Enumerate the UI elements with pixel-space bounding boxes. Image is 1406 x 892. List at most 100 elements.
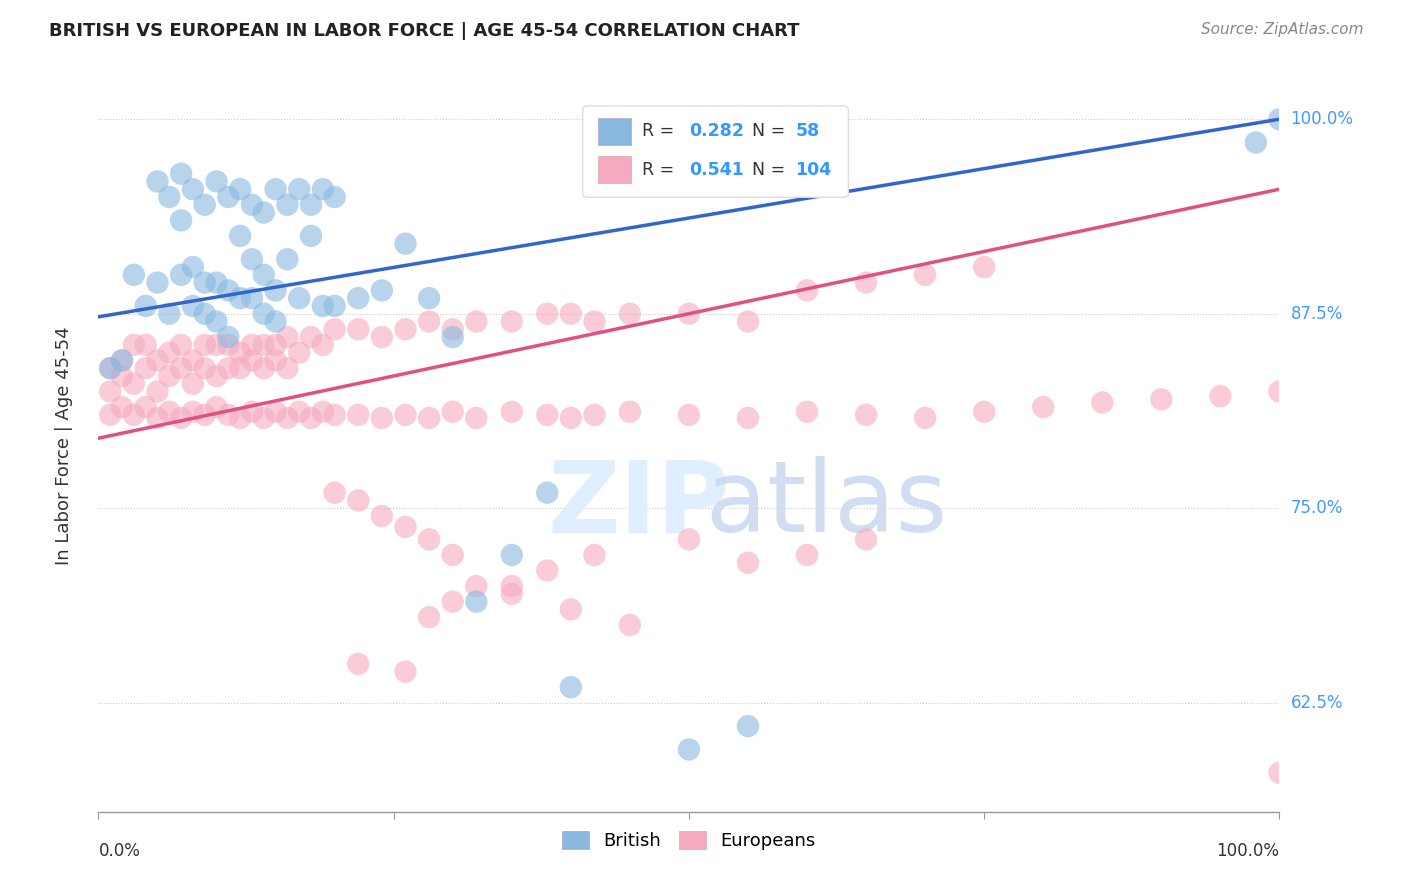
Point [205, 314, 228, 328]
Point [181, 353, 204, 368]
Text: Source: ZipAtlas.com: Source: ZipAtlas.com [1201, 22, 1364, 37]
Point [288, 345, 311, 359]
Point [441, 594, 464, 608]
Point [229, 345, 252, 359]
Point [796, 405, 818, 419]
Point [194, 408, 217, 422]
Point [157, 190, 180, 204]
Point [394, 520, 416, 534]
Point [914, 411, 936, 425]
Point [122, 338, 145, 352]
Point [441, 330, 464, 344]
Point [194, 361, 217, 376]
Point [253, 361, 276, 376]
Point [394, 408, 416, 422]
Point [536, 485, 558, 500]
Point [122, 376, 145, 391]
Point [323, 299, 346, 313]
Point [253, 205, 276, 219]
Point [170, 411, 193, 425]
Point [501, 405, 523, 419]
Point [217, 361, 239, 376]
Point [157, 307, 180, 321]
Point [111, 353, 134, 368]
Point [264, 353, 287, 368]
Point [371, 284, 394, 298]
Point [560, 602, 582, 616]
Point [181, 405, 204, 419]
Point [276, 252, 298, 267]
Point [299, 228, 322, 243]
Point [312, 182, 335, 196]
Point [855, 276, 877, 290]
Point [441, 322, 464, 336]
Point [501, 548, 523, 562]
Text: atlas: atlas [547, 456, 948, 553]
Point [465, 594, 488, 608]
Point [135, 338, 157, 352]
Point [394, 322, 416, 336]
Text: 100.0%: 100.0% [1291, 111, 1354, 128]
Text: N =: N = [752, 122, 790, 140]
Point [1209, 389, 1232, 403]
FancyBboxPatch shape [582, 106, 848, 197]
Point [678, 307, 700, 321]
Point [229, 411, 252, 425]
Point [111, 368, 134, 383]
Point [371, 411, 394, 425]
Point [170, 167, 193, 181]
Point [229, 228, 252, 243]
Point [288, 405, 311, 419]
Point [240, 338, 263, 352]
Point [253, 411, 276, 425]
Point [501, 579, 523, 593]
Point [264, 405, 287, 419]
Point [170, 213, 193, 227]
Point [146, 411, 169, 425]
Point [560, 307, 582, 321]
Point [583, 314, 606, 328]
Point [276, 330, 298, 344]
Text: 104: 104 [796, 161, 831, 178]
Point [323, 322, 346, 336]
Point [135, 361, 157, 376]
Point [146, 276, 169, 290]
Text: ZIP: ZIP [547, 456, 730, 553]
Point [418, 291, 440, 305]
Point [371, 330, 394, 344]
Point [619, 405, 641, 419]
Point [1244, 136, 1267, 150]
Point [678, 742, 700, 756]
Point [737, 719, 759, 733]
Legend: British, Europeans: British, Europeans [554, 823, 824, 857]
Point [264, 338, 287, 352]
Point [501, 314, 523, 328]
Point [146, 353, 169, 368]
Point [973, 405, 995, 419]
Point [217, 338, 239, 352]
Text: R =: R = [641, 161, 679, 178]
Point [276, 361, 298, 376]
Point [312, 338, 335, 352]
Point [465, 579, 488, 593]
Point [253, 338, 276, 352]
Point [418, 411, 440, 425]
Point [418, 314, 440, 328]
Point [1268, 765, 1291, 780]
Point [253, 268, 276, 282]
Point [288, 291, 311, 305]
Point [240, 198, 263, 212]
Point [394, 665, 416, 679]
Point [560, 680, 582, 694]
Point [194, 276, 217, 290]
Point [347, 657, 370, 671]
Point [217, 330, 239, 344]
Point [181, 260, 204, 274]
Point [205, 368, 228, 383]
Point [299, 198, 322, 212]
Text: 87.5%: 87.5% [1291, 305, 1343, 323]
Point [229, 291, 252, 305]
Point [501, 587, 523, 601]
Point [973, 260, 995, 274]
Point [299, 411, 322, 425]
